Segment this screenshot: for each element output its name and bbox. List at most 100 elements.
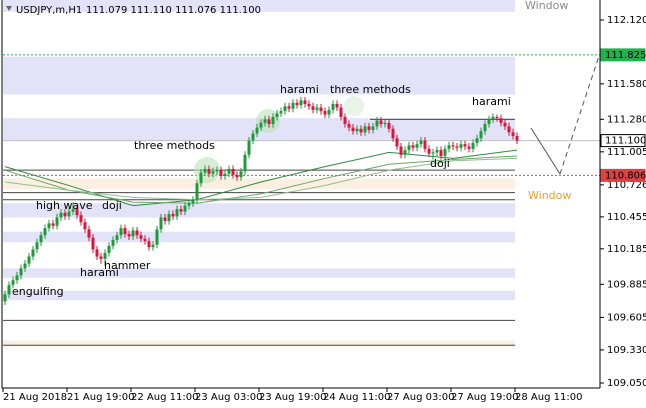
candle-body bbox=[151, 244, 155, 248]
forecast-arrows bbox=[530, 55, 600, 175]
candle-body bbox=[323, 111, 327, 115]
candle-body bbox=[515, 135, 519, 141]
pattern-highlight bbox=[344, 96, 364, 116]
candle-body bbox=[119, 228, 123, 236]
pattern-label: three methods bbox=[134, 139, 215, 152]
price-marker-label: 111.100 bbox=[605, 136, 646, 147]
candle-body bbox=[139, 235, 143, 239]
candle-body bbox=[351, 127, 355, 132]
candle-body bbox=[419, 140, 423, 145]
candle-body bbox=[375, 120, 379, 127]
candle-body bbox=[247, 140, 251, 155]
pattern-label: hammer bbox=[104, 259, 151, 272]
y-tick-label: 110.455 bbox=[607, 212, 646, 223]
price-marker-label: 110.806 bbox=[605, 170, 646, 181]
candle-body bbox=[231, 168, 235, 175]
zone bbox=[3, 340, 515, 347]
y-tick-label: 109.885 bbox=[607, 279, 646, 290]
candle-body bbox=[187, 203, 191, 206]
candle-body bbox=[263, 119, 267, 123]
y-tick-label: 109.330 bbox=[607, 345, 646, 356]
candle-body bbox=[135, 230, 139, 236]
zone bbox=[3, 56, 515, 95]
candle-body bbox=[311, 106, 315, 110]
candle-body bbox=[483, 124, 487, 132]
y-tick-label: 110.726 bbox=[607, 180, 646, 191]
candle-body bbox=[159, 217, 163, 230]
candle-body bbox=[131, 230, 135, 237]
candle-body bbox=[399, 146, 403, 155]
candle-body bbox=[191, 199, 195, 204]
candle-body bbox=[207, 168, 211, 174]
candle-body bbox=[255, 127, 259, 134]
candle-body bbox=[283, 106, 287, 112]
candle-body bbox=[435, 150, 439, 153]
candle-body bbox=[31, 249, 35, 257]
candle-body bbox=[223, 173, 227, 177]
pattern-label: Window bbox=[525, 0, 568, 12]
candle-body bbox=[387, 122, 391, 129]
y-tick-label: 110.185 bbox=[607, 244, 646, 255]
candle-body bbox=[443, 148, 447, 156]
candle-body bbox=[67, 211, 71, 217]
pattern-label: doji bbox=[102, 199, 122, 212]
candle-body bbox=[495, 116, 499, 119]
quote: 111.079 111.110 111.076 111.100 bbox=[86, 5, 261, 16]
forecast-line bbox=[530, 127, 561, 175]
candle-body bbox=[215, 170, 219, 172]
x-tick-label: 28 Aug 11:00 bbox=[515, 392, 582, 403]
candle-body bbox=[379, 120, 383, 125]
candle-body bbox=[219, 170, 223, 177]
candle-body bbox=[491, 116, 495, 120]
candle-body bbox=[7, 284, 11, 295]
candle-body bbox=[487, 119, 491, 125]
candle-body bbox=[471, 142, 475, 149]
price-marker bbox=[600, 168, 646, 182]
candle-body bbox=[339, 107, 343, 117]
candle-body bbox=[383, 122, 387, 125]
candle-body bbox=[211, 171, 215, 174]
forecast-line bbox=[559, 55, 600, 175]
pattern-label: engulfing bbox=[12, 285, 64, 298]
candle-body bbox=[75, 209, 79, 216]
pattern-label: harami bbox=[280, 83, 319, 96]
price-marker bbox=[600, 48, 646, 62]
pattern-label: harami bbox=[472, 95, 511, 108]
candle-body bbox=[235, 174, 239, 178]
symbol-icon bbox=[6, 6, 12, 11]
zone bbox=[3, 178, 515, 190]
candle-body bbox=[123, 228, 127, 235]
candle-body bbox=[411, 145, 415, 148]
candle-body bbox=[267, 119, 271, 125]
candle-body bbox=[59, 212, 63, 218]
candle-body bbox=[239, 171, 243, 178]
candle-body bbox=[507, 126, 511, 133]
x-tick-label: 27 Aug 19:00 bbox=[451, 392, 518, 403]
candle-body bbox=[407, 145, 411, 151]
symbol-title: USDJPY,m,H1 bbox=[16, 5, 82, 16]
x-tick-label: 23 Aug 03:00 bbox=[195, 392, 262, 403]
candle-body bbox=[23, 263, 27, 269]
y-tick-label: 111.280 bbox=[607, 114, 646, 125]
moving-average bbox=[4, 157, 518, 201]
pattern-label: doji bbox=[430, 157, 450, 170]
candle-body bbox=[295, 102, 299, 106]
candle-body bbox=[47, 223, 51, 229]
candle-body bbox=[83, 222, 87, 230]
candle-body bbox=[111, 239, 115, 246]
candle-body bbox=[391, 128, 395, 139]
candle-body bbox=[303, 100, 307, 104]
candle-body bbox=[395, 138, 399, 147]
candle-body bbox=[155, 229, 159, 245]
zone bbox=[3, 118, 515, 141]
zone bbox=[3, 268, 515, 278]
candle-body bbox=[431, 152, 435, 154]
candle-body bbox=[467, 146, 471, 149]
x-tick-label: 22 Aug 11:00 bbox=[131, 392, 198, 403]
candle-body bbox=[499, 118, 503, 123]
candle-body bbox=[43, 228, 47, 236]
candle-body bbox=[203, 168, 207, 173]
y-tick-label: 111.005 bbox=[607, 147, 646, 158]
pattern-label: harami bbox=[80, 266, 119, 279]
candle-body bbox=[319, 107, 323, 112]
